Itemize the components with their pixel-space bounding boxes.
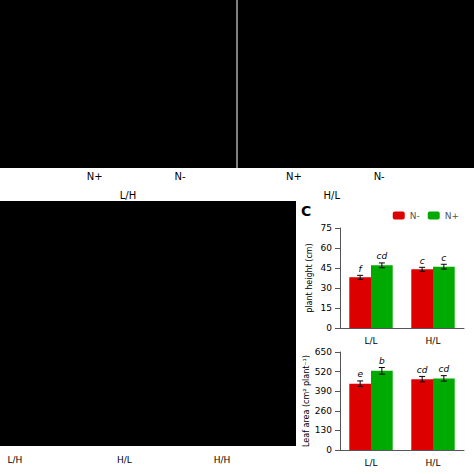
svg-text:N+: N+ xyxy=(445,211,459,221)
svg-text:cd: cd xyxy=(377,251,388,261)
svg-text:plant height (cm): plant height (cm) xyxy=(305,243,314,312)
svg-text:L/L: L/L xyxy=(364,458,377,468)
svg-text:c: c xyxy=(420,256,425,266)
svg-text:N-: N- xyxy=(374,171,385,182)
svg-text:60: 60 xyxy=(321,243,333,253)
svg-text:0: 0 xyxy=(326,445,332,455)
svg-text:e: e xyxy=(357,369,363,379)
svg-text:0: 0 xyxy=(326,323,332,333)
svg-text:75: 75 xyxy=(321,223,332,233)
svg-text:130: 130 xyxy=(315,425,332,435)
svg-text:L/H: L/H xyxy=(7,455,22,465)
svg-text:N+: N+ xyxy=(87,171,103,182)
svg-text:H/H: H/H xyxy=(214,455,231,465)
svg-text:c: c xyxy=(441,253,446,263)
svg-text:15: 15 xyxy=(321,303,332,313)
svg-text:L/L: L/L xyxy=(364,336,377,346)
svg-text:H/L: H/L xyxy=(426,336,441,346)
svg-text:30: 30 xyxy=(321,283,333,293)
svg-text:N+: N+ xyxy=(286,171,302,182)
svg-text:H/L: H/L xyxy=(117,455,132,465)
svg-text:H/L: H/L xyxy=(426,458,441,468)
svg-text:f: f xyxy=(359,264,364,274)
svg-text:L/H: L/H xyxy=(120,190,136,201)
svg-text:Leaf area (cm² plant⁻¹): Leaf area (cm² plant⁻¹) xyxy=(302,355,311,447)
svg-text:cd: cd xyxy=(439,364,450,374)
svg-text:H/L: H/L xyxy=(324,190,341,201)
svg-text:260: 260 xyxy=(315,406,332,416)
svg-text:N-: N- xyxy=(410,211,420,221)
svg-text:650: 650 xyxy=(315,347,332,357)
svg-text:C: C xyxy=(301,203,311,219)
svg-text:45: 45 xyxy=(321,263,332,273)
svg-text:520: 520 xyxy=(315,367,332,377)
svg-text:cd: cd xyxy=(417,365,428,375)
svg-text:b: b xyxy=(379,356,385,366)
svg-text:N-: N- xyxy=(175,171,186,182)
svg-text:390: 390 xyxy=(315,386,332,396)
